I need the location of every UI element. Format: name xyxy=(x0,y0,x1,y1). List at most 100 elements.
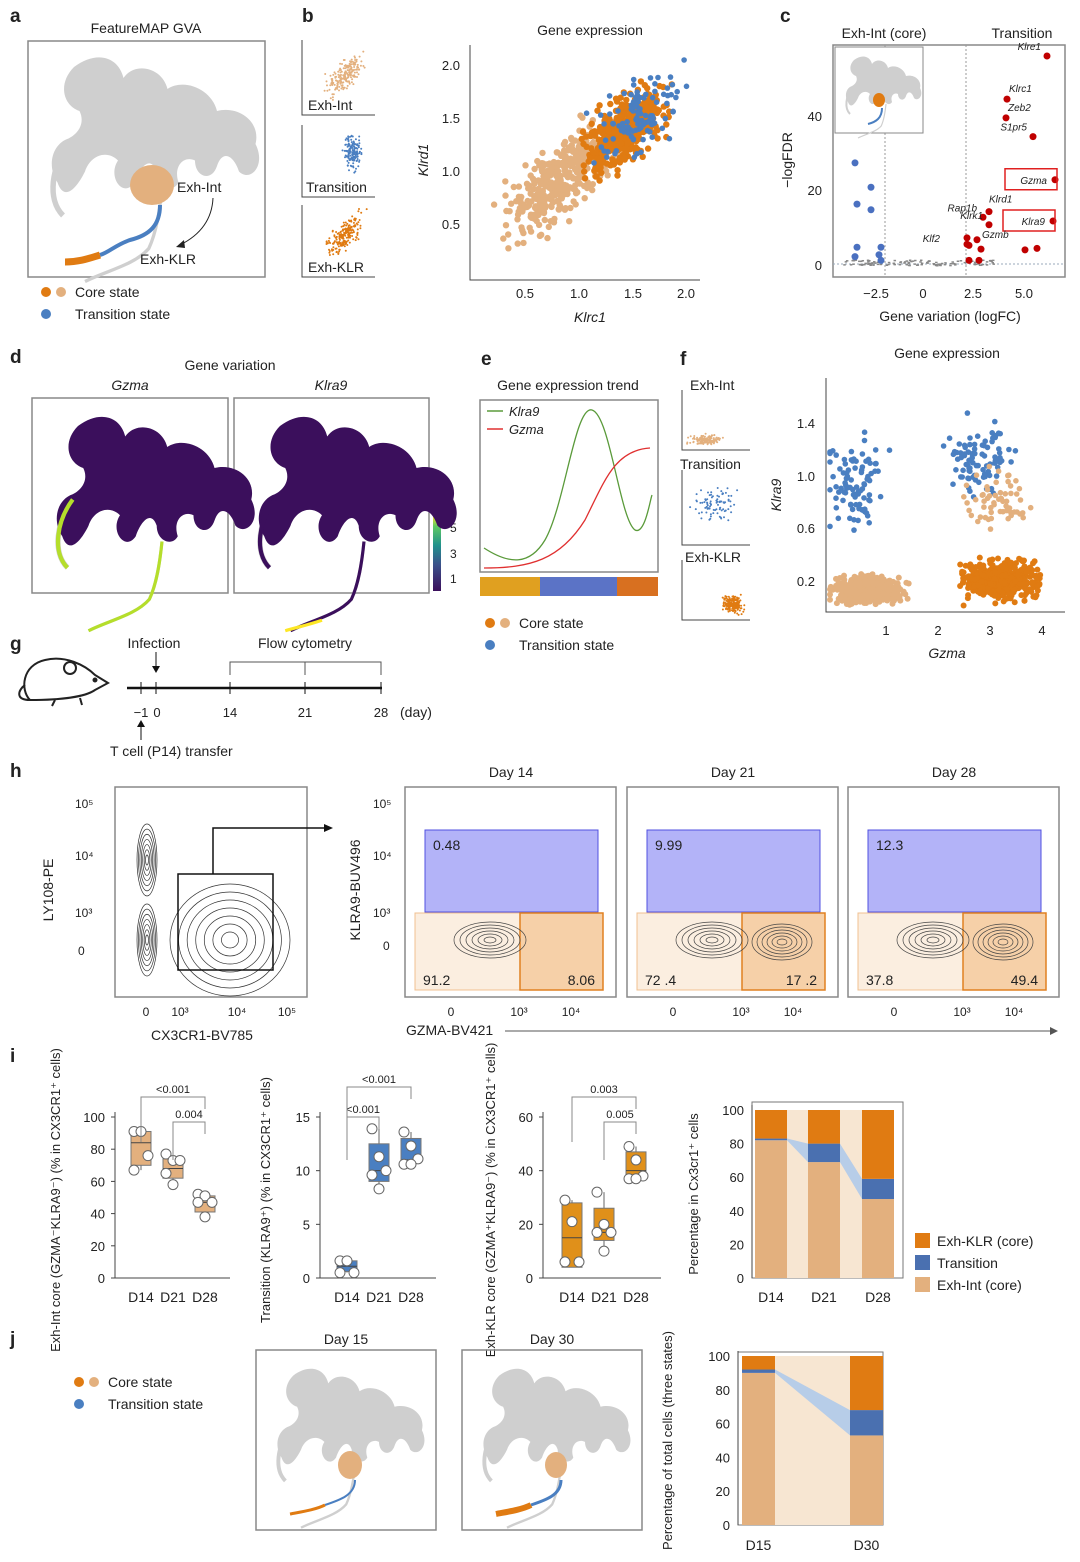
scatter-point xyxy=(610,121,617,127)
scatter-point xyxy=(344,154,347,157)
scatter-points xyxy=(490,57,690,252)
scatter-point xyxy=(345,71,348,74)
scatter-point xyxy=(351,78,354,81)
scatter-point xyxy=(838,587,845,593)
scatter-point xyxy=(973,472,980,479)
contour-line xyxy=(143,929,151,951)
scatter-point xyxy=(531,193,538,200)
scatter-point xyxy=(719,506,722,509)
scatter-point xyxy=(332,253,335,256)
day-tick: −1 xyxy=(134,705,149,720)
scatter-point xyxy=(972,496,979,503)
scatter-point xyxy=(866,492,873,498)
scatter-point xyxy=(527,228,535,235)
scatter-point xyxy=(992,569,999,576)
trajectory-branch xyxy=(87,541,164,633)
scatter-point xyxy=(623,96,630,104)
scatter-point xyxy=(966,465,972,471)
scatter-point xyxy=(347,142,350,145)
scatter-point xyxy=(833,495,839,502)
scatter-point xyxy=(707,436,710,439)
legend-transition: Transition state xyxy=(75,306,170,322)
scatter-point xyxy=(1000,598,1007,605)
nonsignificant-point xyxy=(866,261,870,263)
scatter-point xyxy=(638,124,644,131)
scatter-point xyxy=(833,452,839,458)
umap-day15-frame xyxy=(255,1349,437,1531)
scatter-point xyxy=(1019,558,1026,565)
scatter-point xyxy=(712,512,715,515)
transition-flow xyxy=(787,1138,808,1163)
scatter-point xyxy=(596,123,604,131)
scatter-point xyxy=(335,79,337,82)
x-tick: 0.5 xyxy=(516,286,534,301)
scatter-point xyxy=(354,239,357,242)
scatter-point xyxy=(545,223,552,231)
scatter-point xyxy=(348,147,351,150)
scatter-point xyxy=(358,208,360,210)
data-point xyxy=(605,1226,617,1238)
x-axis-label: Gzma xyxy=(928,645,966,661)
scatter-point xyxy=(609,156,616,163)
scatter-point xyxy=(348,236,351,239)
scatter-point xyxy=(336,243,339,246)
scatter-point xyxy=(989,562,996,569)
scatter-point xyxy=(875,586,882,593)
scatter-point xyxy=(1005,472,1011,479)
scatter-point xyxy=(564,190,571,198)
scatter-point xyxy=(615,108,621,114)
scatter-point xyxy=(712,437,715,440)
nonsignificant-point xyxy=(991,262,994,264)
x-tick: 10⁴ xyxy=(1005,1005,1024,1019)
x-tick: 10³ xyxy=(953,1005,970,1019)
scatter-point xyxy=(354,59,357,61)
scatter-point xyxy=(630,82,637,88)
scatter-point xyxy=(350,226,353,228)
box xyxy=(561,1202,583,1268)
panel-label-e: e xyxy=(481,349,492,370)
cx3cr1-gate xyxy=(177,873,274,971)
x-tick: D14 xyxy=(758,1289,784,1305)
scatter-point xyxy=(999,572,1006,579)
nonsignificant-point xyxy=(973,263,977,266)
scatter-point xyxy=(724,595,727,598)
scatter-point xyxy=(827,591,833,598)
scatter-point xyxy=(502,178,509,185)
nonsignificant-point xyxy=(990,260,993,263)
bar-segment-exh-klr-core- xyxy=(742,1356,775,1370)
box-plot: 0 20 40 60 D14 D21 D28 0.003 0.005 Exh-KLR core (… xyxy=(483,1043,661,1357)
legend-core: Core state xyxy=(108,1374,173,1390)
scatter-point xyxy=(619,120,626,127)
y-tick: 20 xyxy=(519,1217,533,1232)
x-tick: −2.5 xyxy=(863,286,889,301)
x-tick: 10³ xyxy=(510,1005,527,1019)
scatter-point xyxy=(728,600,731,603)
scatter-point xyxy=(347,219,350,222)
scatter-point xyxy=(967,488,973,495)
scatter-point xyxy=(721,436,724,439)
scatter-point xyxy=(980,572,987,579)
scatter-point xyxy=(505,245,512,252)
scatter-point xyxy=(354,218,357,221)
data-point xyxy=(366,1169,378,1181)
scatter-point xyxy=(350,134,353,137)
exh-klr-cluster xyxy=(64,251,102,266)
contour-line xyxy=(687,927,737,953)
scatter-point xyxy=(855,517,861,524)
klra9-positive-gate xyxy=(646,829,821,913)
scatter-point xyxy=(961,451,968,457)
scatter-point xyxy=(981,453,988,459)
scatter-point xyxy=(531,165,538,173)
contour-line xyxy=(145,934,149,946)
scatter-point xyxy=(348,62,351,65)
y-tick: 0 xyxy=(303,1271,310,1286)
scatter-point xyxy=(649,121,656,127)
scatter-point xyxy=(334,75,337,78)
arrowhead-icon xyxy=(176,240,185,248)
contour-line xyxy=(138,908,156,972)
x-axis-label: Klrc1 xyxy=(574,309,606,325)
scatter-point xyxy=(349,234,352,237)
scatter-point xyxy=(557,177,564,185)
axes xyxy=(319,1112,436,1279)
panel-c: Exh-Int (core) Transition Klre1 Klrc1 Zeb2… xyxy=(779,25,1066,324)
